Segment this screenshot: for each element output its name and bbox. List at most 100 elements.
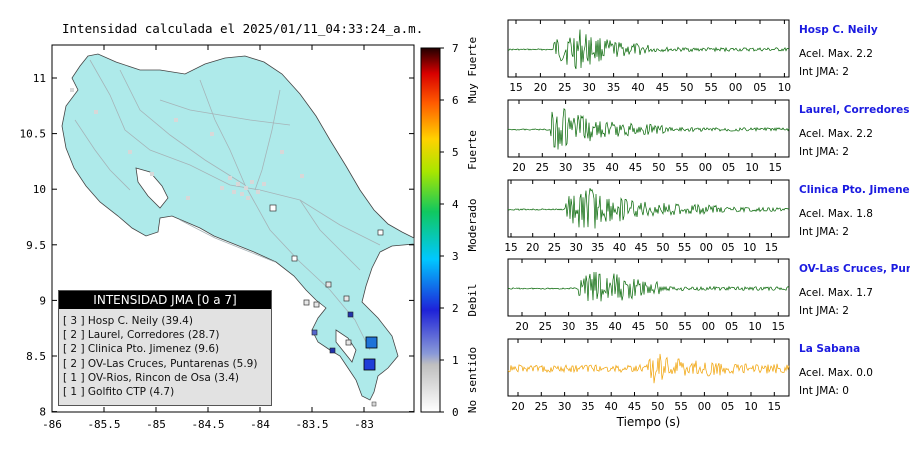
time-tick-label: 00	[700, 242, 713, 254]
time-tick-label: 50	[651, 401, 664, 413]
colorbar-tick-label: 3	[452, 250, 459, 263]
accel-max-label: Acel. Max. 1.8	[799, 208, 873, 220]
legend-item: [ 2 ] OV-Las Cruces, Puntarenas (5.9)	[63, 357, 258, 370]
time-tick-label: 10	[745, 162, 758, 174]
colorbar-ticks: 0 1 2 3 4 5 6 7	[440, 42, 459, 419]
legend-item: [ 2 ] Clinica Pto. Jimenez (9.6)	[63, 343, 220, 356]
road-network	[74, 59, 381, 351]
waveform-panel: 20 25 30 35 40 45 50 55 00 05 10 15 OV-Las Cruces, P…	[507, 258, 910, 333]
accel-max-label: Acel. Max. 0.0	[799, 367, 873, 379]
time-tick-label: 00	[699, 162, 712, 174]
time-tick-label: 15	[768, 401, 781, 413]
time-tick-label: 40	[606, 162, 619, 174]
legend-title: INTENSIDAD JMA [0 a 7]	[59, 291, 271, 309]
jma-intensity-label: Int JMA: 2	[799, 66, 849, 78]
time-tick-label: 00	[729, 82, 742, 94]
time-axis-label: Tiempo (s)	[616, 415, 681, 429]
latitude-axis: 11 10.5 10 9.5 9 8.5 8	[20, 72, 414, 419]
time-tick-label: 10	[748, 321, 761, 333]
colorbar-tick-label: 1	[452, 354, 459, 367]
waveform-panel: 20 25 30 35 40 45 50 55 00 05 10 15 La Sabana Acel. M…	[507, 338, 873, 429]
time-tick-label: 40	[605, 401, 618, 413]
time-tick-label: 15	[504, 242, 517, 254]
time-tick-label: 20	[526, 242, 539, 254]
time-tick-label: 30	[562, 321, 575, 333]
accel-max-label: Acel. Max. 2.2	[799, 48, 873, 60]
lon-tick-label: -85	[146, 418, 166, 431]
colorbar-tick-label: 6	[452, 94, 459, 107]
lat-tick-label: 8	[39, 406, 46, 419]
waveform-panels: 15 20 25 30 35 40 45 50 55 00 05 10 Hosp C. Neily Ace…	[504, 19, 910, 429]
jma-intensity-label: Int JMA: 2	[799, 226, 849, 238]
time-tick-label: 55	[674, 401, 687, 413]
waveform-panel: 15 20 25 30 35 40 45 50 55 00 05 10 15 Clinica Pto. J…	[504, 179, 910, 254]
waveform-trace	[507, 108, 790, 150]
colorbar-category-label: Debil	[466, 283, 479, 316]
time-axis: 15 20 25 30 35 40 45 50 55 00 05 10 15	[504, 180, 778, 254]
time-tick-label: 50	[655, 321, 668, 333]
legend-item: [ 1 ] OV-Rios, Rincon de Osa (3.4)	[63, 371, 240, 384]
time-tick-label: 45	[635, 242, 648, 254]
time-tick-label: 35	[581, 401, 594, 413]
intensity-legend: INTENSIDAD JMA [0 a 7] [ 3 ] Hosp C. Nei…	[58, 290, 272, 406]
longitude-axis: -86 -85.5 -85 -84.5 -84 -83.5 -83	[42, 45, 374, 431]
colorbar-category-label: Moderado	[466, 199, 479, 252]
lat-tick-label: 10.5	[20, 128, 47, 141]
time-tick-label: 05	[721, 242, 734, 254]
accel-max-label: Acel. Max. 2.2	[799, 128, 873, 140]
colorbar-tick-label: 2	[452, 302, 459, 315]
time-tick-label: 45	[632, 321, 645, 333]
time-tick-label: 45	[656, 82, 669, 94]
time-tick-label: 15	[772, 321, 785, 333]
time-tick-label: 30	[558, 401, 571, 413]
time-tick-label: 25	[535, 401, 548, 413]
time-tick-label: 35	[582, 162, 595, 174]
time-tick-label: 40	[613, 242, 626, 254]
time-tick-label: 35	[585, 321, 598, 333]
colorbar-category-label: Muy Fuerte	[466, 37, 479, 103]
time-tick-label: 05	[721, 401, 734, 413]
time-axis: 20 25 30 35 40 45 50 55 00 05 10 15	[512, 100, 782, 174]
time-tick-label: 25	[536, 162, 549, 174]
time-tick-label: 20	[511, 401, 524, 413]
time-tick-label: 20	[515, 321, 528, 333]
golfo-dulce	[335, 329, 357, 363]
time-tick-label: 20	[512, 162, 525, 174]
time-tick-label: 55	[678, 242, 691, 254]
time-tick-label: 30	[569, 242, 582, 254]
legend-list: [ 3 ] Hosp C. Neily (39.4) [ 2 ] Laurel,…	[59, 309, 271, 399]
waveform-frame	[507, 99, 790, 158]
waveform-trace	[507, 29, 789, 70]
time-tick-label: 55	[675, 162, 688, 174]
time-tick-label: 05	[722, 162, 735, 174]
time-tick-label: 05	[753, 82, 766, 94]
time-tick-label: 15	[765, 242, 778, 254]
time-tick-label: 35	[607, 82, 620, 94]
lon-tick-label: -85.5	[87, 418, 120, 431]
waveform-trace	[507, 188, 790, 229]
time-tick-label: 00	[702, 321, 715, 333]
time-tick-label: 35	[591, 242, 604, 254]
colorbar-tick-label: 7	[452, 42, 459, 55]
time-tick-label: 05	[725, 321, 738, 333]
colorbar-category-label: No sentido	[466, 347, 479, 413]
colorbar-category-label: Fuerte	[466, 130, 479, 170]
jma-intensity-label: Int JMA: 0	[799, 385, 849, 397]
lon-tick-label: -83	[354, 418, 374, 431]
colorbar-tick-label: 4	[452, 198, 459, 211]
time-tick-label: 25	[548, 242, 561, 254]
colorbar-labels: No sentido Debil Moderado Fuerte Muy Fuerte	[466, 37, 479, 413]
time-tick-label: 45	[628, 401, 641, 413]
station-name: OV-Las Cruces, Puntar	[799, 263, 910, 275]
time-tick-label: 00	[698, 401, 711, 413]
lon-tick-label: -86	[42, 418, 62, 431]
legend-item: [ 3 ] Hosp C. Neily (39.4)	[63, 315, 193, 327]
lon-tick-label: -84.5	[191, 418, 224, 431]
time-tick-label: 45	[629, 162, 642, 174]
time-axis: 15 20 25 30 35 40 45 50 55 00 05 10	[509, 20, 791, 94]
waveform-trace	[507, 271, 790, 302]
lat-tick-label: 10	[33, 183, 46, 196]
jma-intensity-label: Int JMA: 2	[799, 146, 849, 158]
costa-rica-land	[61, 53, 415, 401]
